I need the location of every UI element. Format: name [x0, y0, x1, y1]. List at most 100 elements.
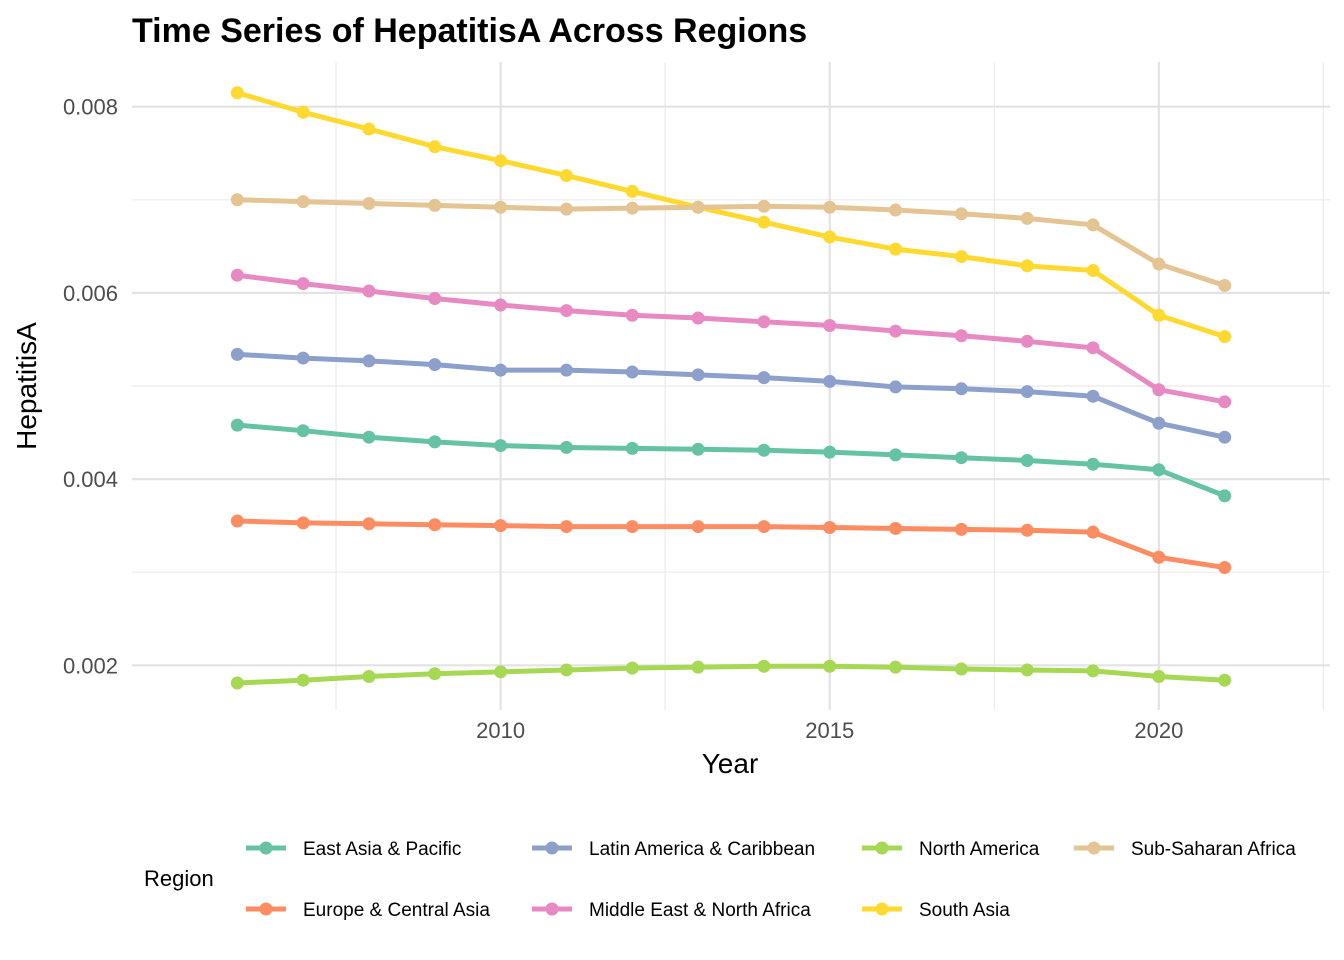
data-point-south-asia — [494, 154, 508, 168]
data-point-south-asia — [823, 230, 837, 244]
data-point-sub-saharan-africa — [823, 200, 837, 214]
data-point-europe-central-asia — [230, 514, 244, 528]
data-point-middle-east-north-africa — [296, 277, 310, 291]
data-point-sub-saharan-africa — [1218, 278, 1232, 292]
series-lines — [236, 90, 1226, 686]
data-point-middle-east-north-africa — [889, 324, 903, 338]
data-point-north-america — [1152, 669, 1166, 683]
data-point-latin-america-caribbean — [691, 368, 705, 382]
data-point-east-asia-pacific — [494, 439, 508, 453]
data-point-sub-saharan-africa — [1086, 218, 1100, 232]
data-point-north-america — [230, 676, 244, 690]
data-point-north-america — [823, 659, 837, 673]
data-point-south-asia — [889, 242, 903, 256]
data-point-sub-saharan-africa — [1152, 257, 1166, 271]
data-point-south-asia — [559, 169, 573, 183]
data-point-europe-central-asia — [296, 516, 310, 530]
legend-item-north-america: North America — [862, 839, 1040, 860]
data-point-north-america — [559, 663, 573, 677]
data-point-sub-saharan-africa — [1020, 211, 1034, 225]
legend-label: South Asia — [919, 900, 1010, 921]
data-point-sub-saharan-africa — [296, 195, 310, 209]
x-axis-ticks: 2010 2015 2020 — [476, 718, 1183, 743]
data-point-south-asia — [757, 215, 771, 229]
series-line-north-america — [237, 663, 1225, 686]
legend: East Asia & Pacific Europe & Central Asia… — [246, 839, 1296, 921]
data-point-south-asia — [625, 184, 639, 198]
data-point-east-asia-pacific — [954, 451, 968, 465]
data-point-latin-america-caribbean — [230, 347, 244, 361]
data-point-south-asia — [1152, 308, 1166, 322]
data-point-middle-east-north-africa — [230, 268, 244, 282]
data-point-europe-central-asia — [625, 520, 639, 534]
data-point-sub-saharan-africa — [757, 199, 771, 213]
data-point-south-asia — [296, 105, 310, 119]
series-line-east-asia-pacific — [237, 422, 1226, 499]
data-point-europe-central-asia — [362, 517, 376, 531]
y-axis-ticks: 0.002 0.004 0.006 0.008 — [63, 95, 118, 679]
data-point-middle-east-north-africa — [757, 315, 771, 329]
data-point-north-america — [691, 660, 705, 674]
data-point-sub-saharan-africa — [494, 200, 508, 214]
data-point-latin-america-caribbean — [494, 363, 508, 377]
legend-item-middle-east-north-africa: Middle East & North Africa — [532, 900, 811, 921]
data-point-middle-east-north-africa — [428, 291, 442, 305]
data-point-north-america — [1020, 663, 1034, 677]
data-point-north-america — [625, 661, 639, 675]
legend-item-sub-saharan-africa: Sub-Saharan Africa — [1074, 839, 1296, 860]
data-point-europe-central-asia — [889, 521, 903, 535]
data-point-east-asia-pacific — [1086, 457, 1100, 471]
data-point-sub-saharan-africa — [428, 198, 442, 212]
data-point-east-asia-pacific — [362, 430, 376, 444]
data-point-north-america — [362, 669, 376, 683]
data-point-east-asia-pacific — [1152, 463, 1166, 477]
data-point-middle-east-north-africa — [1152, 383, 1166, 397]
data-point-north-america — [889, 660, 903, 674]
data-point-europe-central-asia — [1020, 523, 1034, 537]
data-point-europe-central-asia — [823, 521, 837, 535]
data-point-latin-america-caribbean — [757, 371, 771, 385]
y-tick-label: 0.002 — [63, 653, 118, 678]
data-point-europe-central-asia — [691, 520, 705, 534]
legend-key-point — [259, 902, 273, 916]
data-point-east-asia-pacific — [757, 443, 771, 457]
legend-label: Europe & Central Asia — [303, 900, 490, 921]
chart-title: Time Series of HepatitisA Across Regions — [132, 12, 807, 50]
data-point-europe-central-asia — [1086, 525, 1100, 539]
data-point-north-america — [296, 673, 310, 687]
data-point-east-asia-pacific — [823, 445, 837, 459]
legend-title: Region — [144, 866, 214, 891]
legend-label: North America — [919, 839, 1040, 860]
data-point-east-asia-pacific — [691, 442, 705, 456]
data-point-middle-east-north-africa — [1086, 341, 1100, 355]
data-point-middle-east-north-africa — [1020, 334, 1034, 348]
data-point-south-asia — [1020, 259, 1034, 273]
data-point-sub-saharan-africa — [625, 201, 639, 215]
data-point-east-asia-pacific — [296, 424, 310, 438]
series-points — [230, 86, 1232, 690]
data-point-east-asia-pacific — [889, 448, 903, 462]
legend-label: Middle East & North Africa — [589, 900, 811, 921]
data-point-north-america — [428, 667, 442, 681]
data-point-middle-east-north-africa — [954, 329, 968, 343]
y-tick-label: 0.008 — [63, 95, 118, 120]
data-point-north-america — [1218, 673, 1232, 687]
data-point-europe-central-asia — [1152, 550, 1166, 564]
data-point-europe-central-asia — [428, 518, 442, 532]
data-point-latin-america-caribbean — [1218, 430, 1232, 444]
data-point-south-asia — [954, 250, 968, 264]
legend-key-point — [1087, 841, 1101, 855]
data-point-latin-america-caribbean — [889, 380, 903, 394]
y-tick-label: 0.004 — [63, 467, 118, 492]
data-point-latin-america-caribbean — [954, 382, 968, 396]
data-point-sub-saharan-africa — [889, 203, 903, 217]
data-point-europe-central-asia — [559, 520, 573, 534]
data-point-east-asia-pacific — [428, 435, 442, 449]
series-line-sub-saharan-africa — [237, 197, 1226, 288]
x-tick-label: 2010 — [476, 718, 525, 743]
legend-item-east-asia-pacific: East Asia & Pacific — [246, 839, 461, 860]
legend-item-latin-america-caribbean: Latin America & Caribbean — [532, 839, 815, 860]
data-point-europe-central-asia — [954, 522, 968, 536]
data-point-europe-central-asia — [494, 519, 508, 533]
data-point-latin-america-caribbean — [362, 354, 376, 368]
